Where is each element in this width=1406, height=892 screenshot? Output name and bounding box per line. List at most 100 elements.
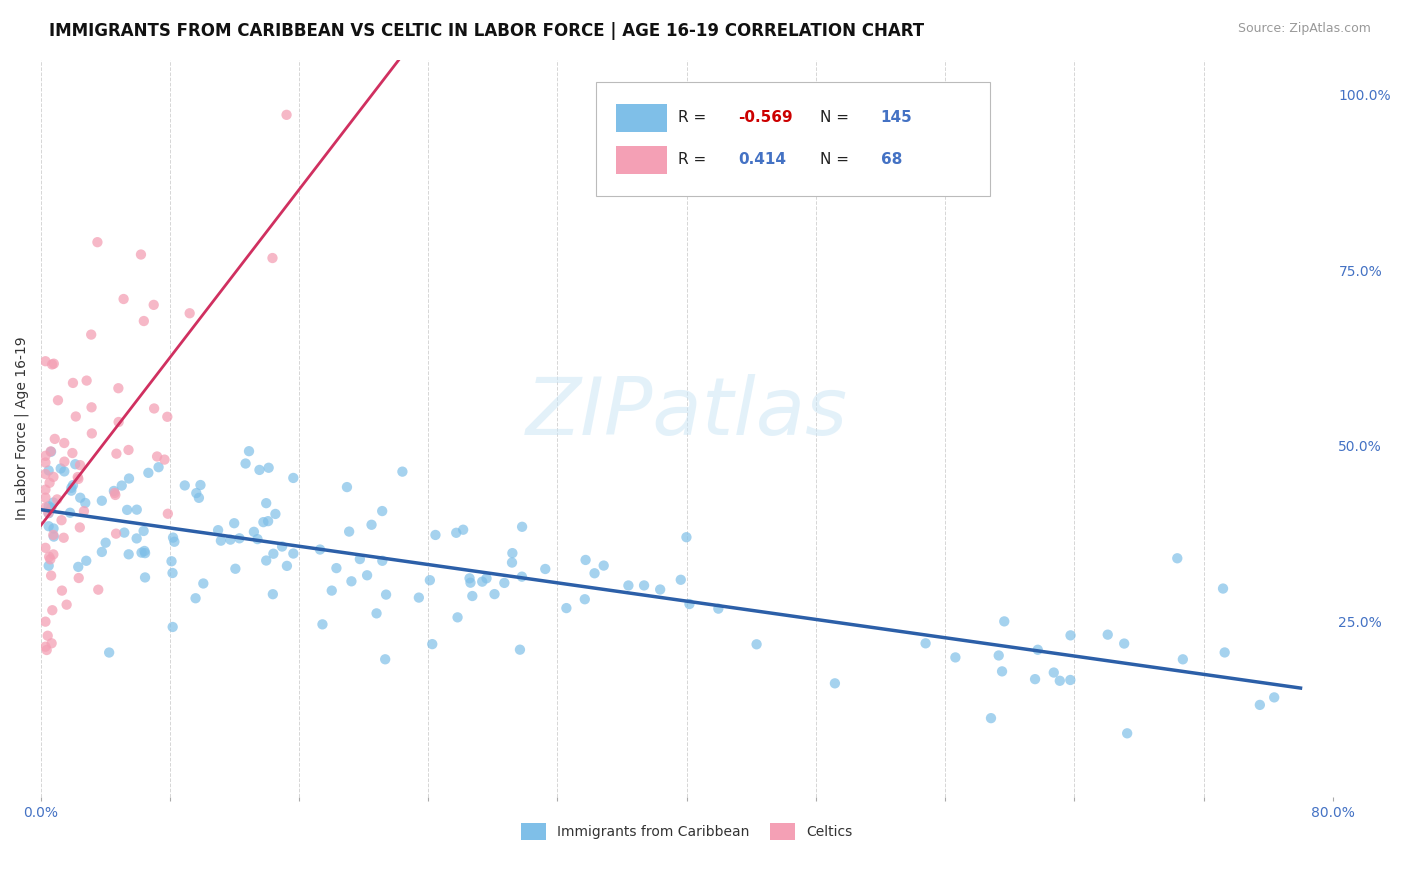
Point [224, 516, 246, 531]
Point [80, 327, 103, 342]
Point [509, 642, 531, 657]
FancyBboxPatch shape [596, 82, 990, 196]
Point [371, 554, 394, 568]
Point [991, 665, 1014, 679]
Point [574, 553, 596, 567]
Point [444, 525, 467, 540]
Point [238, 444, 260, 458]
Point [42, 528, 65, 542]
Point [993, 615, 1015, 629]
Point [366, 607, 388, 621]
Text: -0.569: -0.569 [738, 111, 793, 126]
Bar [616, 146, 668, 174]
Point [125, 502, 148, 516]
Point [53, 436, 76, 450]
Point [1166, 551, 1188, 566]
Point [510, 569, 533, 583]
Point [1049, 673, 1071, 688]
Point [34, 354, 56, 368]
Point [264, 507, 287, 521]
Y-axis label: In Labor Force | Age 16-19: In Labor Force | Age 16-19 [15, 336, 30, 520]
Point [707, 601, 730, 615]
Point [262, 251, 284, 265]
Point [190, 478, 212, 492]
Point [134, 544, 156, 558]
Point [86, 235, 108, 250]
Point [162, 620, 184, 634]
Point [156, 409, 179, 424]
Point [65, 457, 87, 471]
Point [39, 500, 62, 515]
Point [650, 582, 672, 597]
Point [451, 523, 474, 537]
Point [1116, 726, 1139, 740]
Point [131, 546, 153, 560]
Point [617, 578, 640, 592]
Point [262, 587, 284, 601]
Point [460, 575, 482, 590]
Point [501, 556, 523, 570]
Point [349, 552, 371, 566]
Point [678, 597, 700, 611]
Point [125, 532, 148, 546]
Point [103, 483, 125, 498]
Point [37, 506, 59, 520]
Point [824, 676, 846, 690]
Point [494, 576, 516, 591]
Point [46, 393, 69, 408]
Point [980, 711, 1002, 725]
Point [59, 506, 82, 520]
Point [254, 553, 277, 567]
Point [104, 488, 127, 502]
Point [38, 475, 60, 490]
Point [1024, 672, 1046, 686]
Point [66, 470, 89, 484]
Legend: Immigrants from Caribbean, Celtics: Immigrants from Caribbean, Celtics [516, 818, 858, 845]
Point [745, 637, 768, 651]
Point [1097, 627, 1119, 641]
Point [143, 401, 166, 416]
Point [94, 535, 117, 549]
Point [311, 617, 333, 632]
Text: 68: 68 [880, 153, 901, 168]
Point [337, 524, 360, 539]
Point [325, 561, 347, 575]
Point [73, 504, 96, 518]
Point [105, 447, 128, 461]
Point [321, 583, 343, 598]
Point [69, 520, 91, 534]
Point [34, 491, 56, 505]
Point [235, 457, 257, 471]
Point [69, 491, 91, 505]
Point [42, 357, 65, 371]
Point [252, 515, 274, 529]
Point [38, 519, 60, 533]
Point [1263, 690, 1285, 705]
Point [675, 530, 697, 544]
Point [51, 583, 73, 598]
Point [67, 472, 90, 486]
Point [224, 562, 246, 576]
Point [309, 542, 332, 557]
Point [187, 491, 209, 505]
Text: Source: ZipAtlas.com: Source: ZipAtlas.com [1237, 22, 1371, 36]
Point [39, 444, 62, 458]
Point [112, 525, 135, 540]
Point [76, 374, 98, 388]
Point [38, 506, 60, 520]
Text: R =: R = [678, 111, 706, 126]
Point [60, 481, 83, 495]
Point [583, 566, 606, 581]
Point [219, 533, 242, 547]
Point [276, 558, 298, 573]
Point [1059, 673, 1081, 687]
Point [186, 486, 208, 500]
Point [75, 554, 97, 568]
Point [484, 587, 506, 601]
Point [555, 601, 578, 615]
Point [408, 591, 430, 605]
Point [90, 493, 112, 508]
Point [49, 461, 72, 475]
Point [425, 528, 447, 542]
Point [987, 648, 1010, 663]
